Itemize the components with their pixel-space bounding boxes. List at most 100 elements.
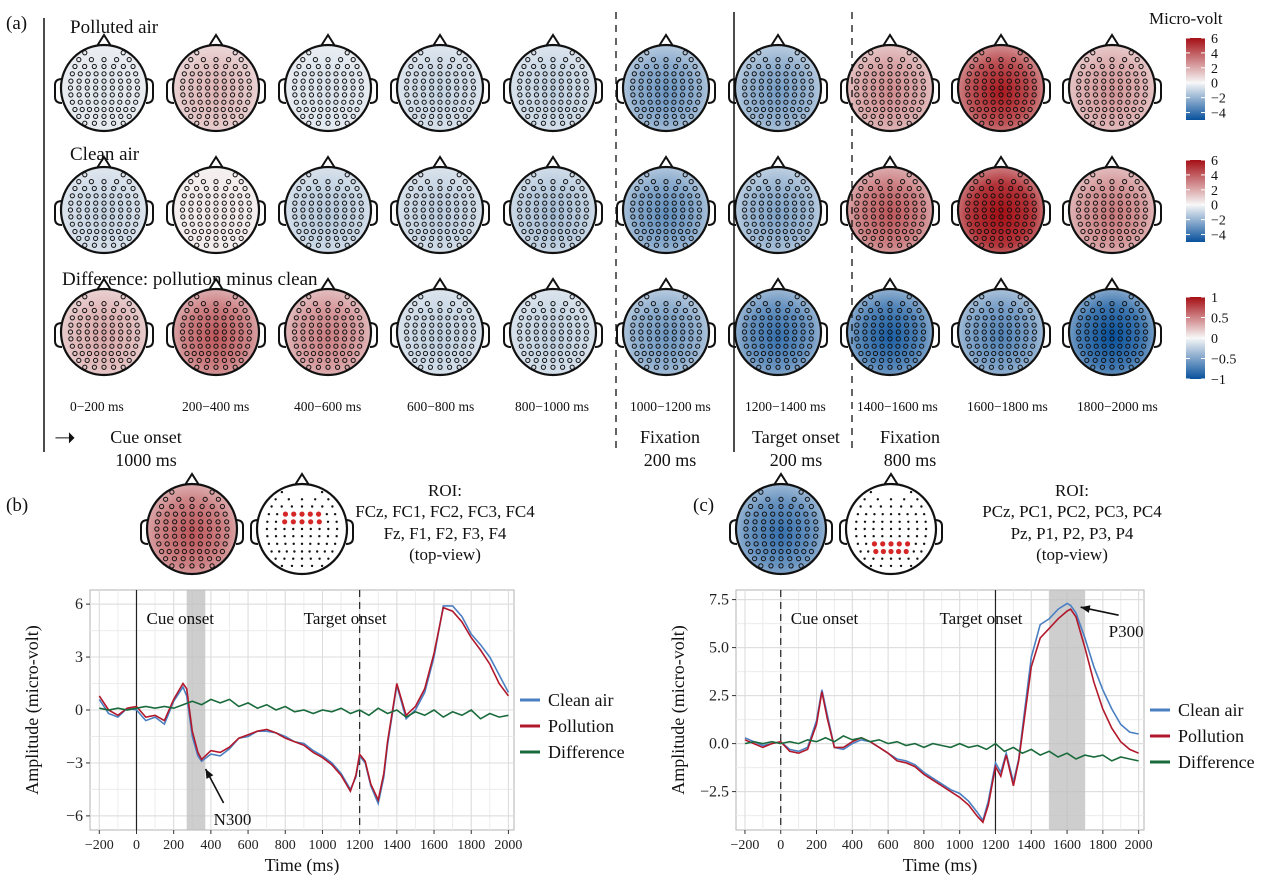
electrode: [653, 242, 660, 248]
electrode: [197, 343, 203, 349]
electrode: [445, 221, 451, 227]
electrode: [575, 92, 581, 98]
electrode: [804, 350, 810, 357]
electrode: [453, 78, 460, 84]
electrode: [91, 242, 98, 248]
electrode: [1090, 172, 1096, 178]
electrode: [873, 512, 876, 516]
electrode: [1101, 357, 1107, 363]
electrode: [783, 214, 789, 220]
electrode: [782, 228, 788, 235]
electrode: [445, 207, 451, 213]
electrode: [558, 336, 564, 342]
electrode: [227, 106, 234, 113]
electrode: [325, 179, 331, 185]
electrode: [429, 99, 435, 105]
electrode: [758, 92, 765, 98]
nose-icon: [320, 155, 336, 169]
electrode: [230, 357, 236, 363]
electrode: [775, 113, 781, 119]
electrode: [638, 179, 644, 185]
electrode: [791, 336, 798, 342]
electrode: [358, 329, 365, 335]
electrode: [858, 185, 864, 192]
electrode: [758, 113, 764, 119]
electrode: [429, 85, 435, 91]
electrode: [750, 78, 756, 84]
scalp-map: [728, 33, 828, 133]
electrode: [312, 57, 319, 63]
electrode: [1119, 307, 1125, 314]
electrode: [79, 350, 85, 357]
electrode: [326, 520, 330, 523]
electrode: [973, 322, 979, 328]
electrode: [750, 336, 756, 342]
electrode: [638, 329, 644, 335]
electrode: [126, 235, 132, 241]
electrode: [1096, 301, 1103, 307]
electrode: [880, 106, 886, 113]
electrode: [550, 193, 556, 199]
electrode: [911, 315, 917, 321]
electrode: [990, 71, 996, 77]
electrode: [180, 336, 186, 342]
electrode: [558, 343, 564, 349]
electrode: [887, 329, 893, 335]
electrode: [990, 235, 996, 241]
electrode: [408, 228, 414, 235]
colorbar-tick-label: 1: [1211, 291, 1218, 306]
electrode: [879, 505, 883, 508]
electrode: [879, 357, 885, 363]
electrode: [1084, 301, 1090, 307]
electrode: [531, 63, 537, 70]
electrode: [906, 185, 912, 192]
onset-label: Cue onset: [791, 609, 859, 628]
electrode: [205, 78, 211, 84]
electrode: [768, 106, 774, 113]
electrode: [421, 343, 427, 349]
electrode: [671, 214, 677, 220]
electrode: [575, 357, 581, 363]
electrode: [1085, 71, 1091, 77]
electrode: [575, 85, 581, 91]
electrode: [333, 357, 339, 363]
electrode: [783, 99, 789, 105]
electrode: [1022, 315, 1028, 321]
electrode: [794, 50, 800, 56]
electrode: [979, 120, 985, 126]
electrode: [517, 78, 523, 84]
electrode: [238, 92, 244, 98]
electrode: [800, 179, 806, 185]
electrode: [91, 307, 97, 314]
roi-electrode: [895, 548, 902, 555]
series-line: [98, 605, 510, 807]
electrode: [196, 78, 203, 84]
electrode: [638, 301, 644, 307]
roi-electrode: [308, 519, 314, 525]
electrode: [688, 179, 694, 185]
electrode: [191, 228, 197, 235]
electrode: [746, 350, 752, 357]
electrode: [990, 200, 996, 206]
electrode: [1117, 357, 1123, 363]
electrode: [1109, 85, 1115, 91]
electrode: [296, 185, 302, 192]
electrode: [763, 548, 769, 555]
electrode: [638, 113, 644, 119]
electrode: [1125, 92, 1132, 98]
series-line: [99, 698, 509, 720]
y-tick-label: −6: [66, 808, 83, 825]
electrode: [879, 221, 885, 227]
electrode: [1099, 242, 1106, 248]
electrode: [854, 200, 860, 206]
electrode: [550, 350, 556, 357]
electrode: [215, 496, 221, 502]
electrode: [533, 357, 539, 363]
electrode: [427, 63, 433, 70]
electrode: [82, 294, 88, 300]
electrode: [1031, 214, 1037, 220]
electrode: [998, 193, 1004, 199]
electrode: [238, 57, 244, 63]
electrode: [310, 505, 314, 508]
electrode: [413, 315, 419, 321]
